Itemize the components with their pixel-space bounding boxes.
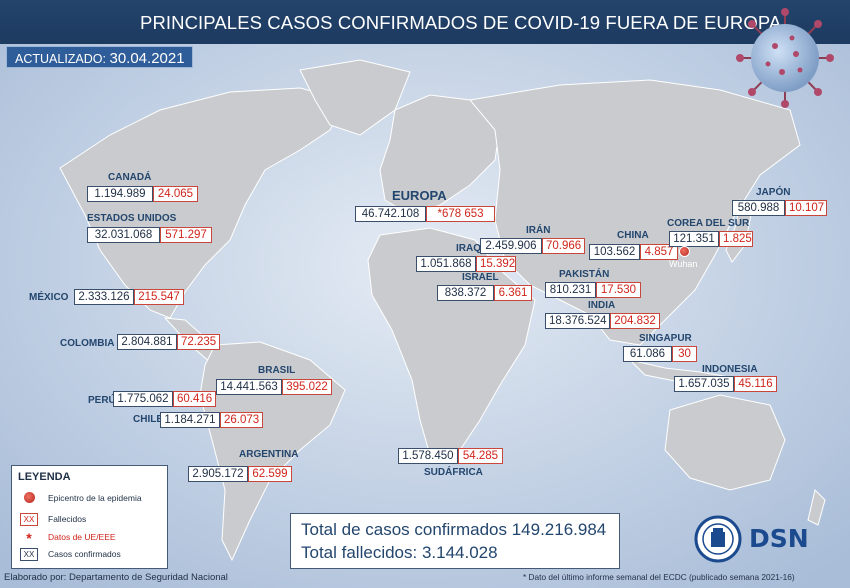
updated-badge: ACTUALIZADO: 30.04.2021: [6, 46, 193, 68]
region-name-brasil: BRASIL: [258, 365, 296, 376]
region-name-argentina: ARGENTINA: [239, 449, 299, 460]
confirmed-box-canada: 1.194.989: [87, 186, 153, 202]
confirmed-box-israel: 838.372: [437, 285, 494, 301]
deaths-box-brasil: 395.022: [282, 379, 332, 395]
confirmed-box-chile: 1.184.271: [160, 412, 220, 428]
region-name-colombia: COLOMBIA: [60, 338, 115, 349]
region-name-europa: EUROPA: [392, 188, 447, 203]
legend-confirmed-text: Casos confirmados: [48, 549, 121, 559]
confirmed-box-indonesia: 1.657.035: [674, 376, 734, 392]
legend-item-confirmed: XX Casos confirmados: [18, 546, 166, 562]
deaths-box-canada: 24.065: [153, 186, 198, 202]
confirmed-box-sudafrica: 1.578.450: [398, 448, 458, 464]
confirmed-box-brasil: 14.441.563: [216, 379, 282, 395]
confirmed-box-china: 103.562: [589, 244, 640, 260]
epicenter-marker: [679, 246, 690, 257]
region-name-peru: PERÚ: [88, 395, 116, 406]
australia-landmass: [664, 394, 786, 491]
deaths-box-corea: 1.825: [719, 231, 753, 247]
legend-title: LEYENDA: [18, 471, 71, 483]
confirmed-box-usa: 32.031.068: [87, 227, 160, 243]
region-name-canada: CANADÁ: [108, 172, 152, 183]
new-zealand-landmass: [807, 489, 826, 526]
south-america-landmass: [199, 341, 346, 562]
deaths-box-sudafrica: 54.285: [458, 448, 503, 464]
deaths-box-europa: *678 653: [426, 206, 495, 222]
deaths-box-singapur: 30: [672, 346, 697, 362]
legend-eu-text: Datos de UE/EEE: [48, 532, 116, 542]
region-name-china: CHINA: [617, 230, 649, 241]
deaths-box-japon: 10.107: [785, 200, 827, 216]
title-bar: PRINCIPALES CASOS CONFIRMADOS DE COVID-1…: [0, 0, 850, 44]
dsn-logo: DSN: [694, 515, 824, 563]
region-name-iraq: IRAQ: [456, 243, 481, 254]
europe-landmass: [379, 94, 501, 216]
deaths-box-israel: 6.361: [494, 285, 532, 301]
region-name-usa: ESTADOS UNIDOS: [87, 213, 177, 224]
deaths-box-china: 4.857: [640, 244, 678, 260]
region-name-corea: COREA DEL SUR: [667, 218, 750, 229]
africa-landmass: [367, 227, 536, 456]
confirmed-box-argentina: 2.905.172: [188, 466, 248, 482]
asterisk-icon: *: [26, 530, 32, 546]
region-name-mexico: MÉXICO: [29, 292, 69, 303]
legend-item-eu: * Datos de UE/EEE: [18, 529, 166, 545]
deaths-box-colombia: 72.235: [177, 334, 220, 350]
legend-item-epicenter: Epicentro de la epidemia: [18, 490, 166, 506]
page-title: PRINCIPALES CASOS CONFIRMADOS DE COVID-1…: [140, 12, 782, 33]
confirmed-box-corea: 121.351: [669, 231, 719, 247]
confirmed-box-mexico: 2.333.126: [74, 289, 134, 305]
confirmed-box-colombia: 2.804.881: [117, 334, 177, 350]
region-name-iran: IRÁN: [526, 225, 551, 236]
deaths-symbol: XX: [20, 513, 38, 526]
confirmed-box-peru: 1.775.062: [113, 391, 173, 407]
region-name-israel: ISRAEL: [462, 272, 499, 283]
deaths-box-india: 204.832: [610, 313, 660, 329]
deaths-box-iran: 70.966: [542, 238, 585, 254]
total-confirmed: Total de casos confirmados 149.216.984: [301, 520, 607, 539]
confirmed-box-europa: 46.742.108: [355, 206, 426, 222]
footer-credit: Elaborado por: Departamento de Seguridad…: [4, 572, 228, 583]
confirmed-box-iraq: 1.051.868: [416, 256, 476, 272]
footer-note: * Dato del último informe semanal del EC…: [523, 572, 795, 582]
region-name-indonesia: INDONESIA: [702, 364, 758, 375]
deaths-box-usa: 571.297: [160, 227, 212, 243]
epicenter-city-label: Wuhan: [669, 259, 698, 269]
legend: LEYENDA Epicentro de la epidemia XX Fall…: [11, 465, 168, 569]
north-america-landmass: [59, 87, 346, 319]
greenland-landmass: [299, 59, 411, 136]
deaths-box-chile: 26.073: [220, 412, 263, 428]
confirmed-box-japon: 580.988: [732, 200, 785, 216]
coronavirus-icon: [736, 8, 834, 108]
asia-landmass: [469, 79, 801, 346]
deaths-box-iraq: 15.392: [476, 256, 516, 272]
region-name-singapur: SINGAPUR: [639, 333, 692, 344]
deaths-box-indonesia: 45.116: [734, 376, 777, 392]
updated-label: ACTUALIZADO:: [15, 52, 106, 66]
region-name-chile: CHILE: [133, 414, 163, 425]
region-name-india: INDIA: [588, 300, 616, 311]
region-name-japon: JAPÓN: [756, 187, 791, 198]
totals-box: Total de casos confirmados 149.216.984 T…: [290, 513, 620, 569]
updated-date: 30.04.2021: [109, 50, 185, 67]
legend-item-deaths: XX Fallecidos: [18, 511, 166, 527]
total-deaths: Total fallecidos: 3.144.028: [301, 543, 498, 562]
region-name-sudafrica: SUDÁFRICA: [424, 467, 483, 478]
confirmed-box-india: 18.376.524: [545, 313, 610, 329]
deaths-box-mexico: 215.547: [134, 289, 184, 305]
confirmed-symbol: XX: [20, 548, 38, 561]
deaths-box-argentina: 62.599: [248, 466, 292, 482]
deaths-box-peru: 60.416: [173, 391, 216, 407]
legend-epicenter-text: Epicentro de la epidemia: [48, 493, 142, 503]
confirmed-box-iran: 2.459.906: [480, 238, 542, 254]
legend-deaths-text: Fallecidos: [48, 514, 87, 524]
confirmed-box-pakistan: 810.231: [545, 282, 596, 298]
epicenter-dot-icon: [24, 492, 35, 503]
deaths-box-pakistan: 17.530: [596, 282, 641, 298]
dsn-logo-text: DSN: [749, 524, 809, 553]
confirmed-box-singapur: 61.086: [623, 346, 672, 362]
region-name-pakistan: PAKISTÁN: [559, 269, 610, 280]
dsn-seal-icon: [694, 515, 742, 563]
